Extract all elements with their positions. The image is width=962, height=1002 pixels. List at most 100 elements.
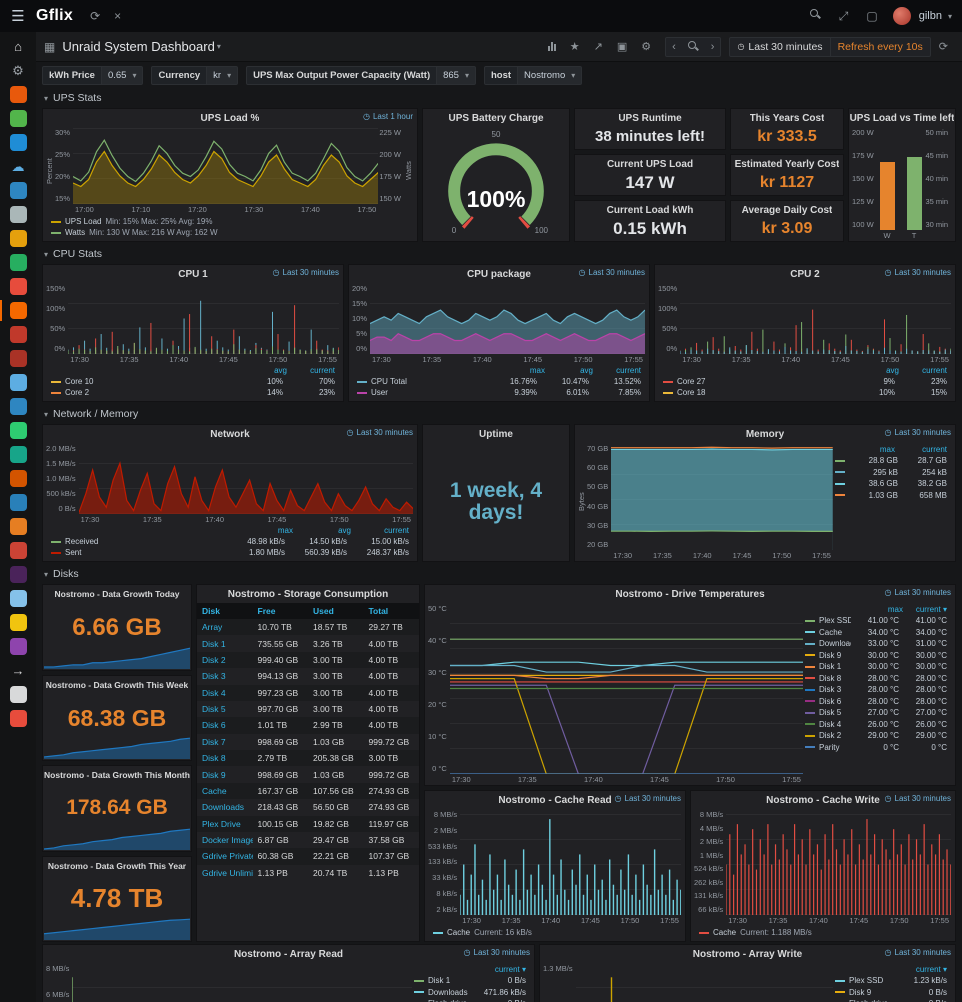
drive-temps-chart[interactable] bbox=[449, 603, 803, 774]
settings-icon[interactable]: ⚙ bbox=[641, 41, 652, 53]
dashboard-content: ▾ UPS Stats UPS Load % ◷ Last 1 hour Perce… bbox=[36, 88, 962, 1002]
refresh-interval-picker[interactable]: Refresh every 10s bbox=[829, 37, 930, 56]
sidebar-item[interactable] bbox=[0, 422, 36, 439]
row-disks[interactable]: ▾ Disks bbox=[44, 568, 79, 580]
dashboard-title[interactable]: Unraid System Dashboard bbox=[62, 39, 215, 54]
share-icon[interactable]: ↗ bbox=[593, 41, 603, 53]
sidebar-item[interactable] bbox=[0, 230, 36, 247]
panel-title[interactable]: UPS Load % bbox=[200, 112, 260, 124]
monitor-icon[interactable]: ▢ bbox=[866, 9, 878, 23]
sidebar-app-icon bbox=[9, 398, 27, 415]
hamburger-menu-icon[interactable]: ☰ bbox=[11, 8, 25, 25]
sidebar-item[interactable] bbox=[0, 374, 36, 391]
series-name[interactable]: Watts bbox=[65, 228, 86, 237]
time-range-badge: ◷ Last 30 minutes bbox=[884, 588, 951, 597]
sidebar-item[interactable]: → bbox=[0, 662, 36, 679]
sparkline bbox=[44, 643, 190, 669]
column-header[interactable]: Free bbox=[252, 603, 308, 619]
sidebar-item[interactable] bbox=[0, 134, 36, 151]
sidebar-item[interactable] bbox=[0, 350, 36, 367]
battery-gauge[interactable]: 100% 0 50 100 bbox=[431, 129, 561, 239]
panel-title[interactable]: UPS Battery Charge bbox=[448, 112, 544, 124]
row-network-memory[interactable]: ▾ Network / Memory bbox=[44, 408, 139, 420]
stat-value: 147 W bbox=[625, 173, 675, 193]
row-cpu-stats[interactable]: ▾ CPU Stats bbox=[44, 248, 103, 260]
panel-cpu-2: CPU 2 ◷ Last 30 minutes 150% 100% 50% 0% 17:… bbox=[654, 264, 956, 402]
y-axis: 150% 100% 50% 0% bbox=[658, 284, 678, 353]
sidebar-item[interactable] bbox=[0, 470, 36, 487]
panel-ups-load-vs-time-left: UPS Load vs Time left 200 W 175 W 150 W 125… bbox=[848, 108, 956, 242]
template-variable[interactable]: Currency kr ▾ bbox=[151, 65, 239, 85]
cache-read-chart[interactable] bbox=[460, 809, 681, 915]
avatar[interactable] bbox=[892, 7, 911, 25]
y-axis: 8 MB/s6 MB/s4 MB/s2 MB/s bbox=[46, 964, 70, 999]
memory-chart[interactable] bbox=[611, 443, 833, 550]
add-panel-icon[interactable] bbox=[542, 39, 562, 54]
star-icon[interactable]: ★ bbox=[569, 41, 580, 53]
y-axis-label: Watts bbox=[404, 161, 413, 181]
close-icon[interactable]: × bbox=[114, 9, 122, 23]
sidebar-item[interactable] bbox=[0, 300, 36, 321]
sidebar-item[interactable] bbox=[0, 518, 36, 535]
sidebar-item[interactable]: ⌂ bbox=[0, 38, 36, 55]
sidebar-item[interactable] bbox=[0, 494, 36, 511]
table-row: Disk 6 1.01 TB 2.99 TB 4.00 TB bbox=[197, 717, 419, 734]
save-icon[interactable]: ▣ bbox=[616, 41, 628, 53]
chevron-down-icon[interactable]: ▾ bbox=[216, 42, 221, 51]
row-ups-stats[interactable]: ▾ UPS Stats bbox=[44, 92, 102, 104]
time-range-picker[interactable]: ◷ Last 30 minutes bbox=[737, 40, 823, 53]
network-chart[interactable] bbox=[78, 443, 413, 514]
sidebar-item[interactable] bbox=[0, 686, 36, 703]
sidebar-item[interactable] bbox=[0, 86, 36, 103]
cpu2-chart[interactable] bbox=[680, 283, 951, 354]
column-header[interactable]: Disk bbox=[197, 603, 253, 619]
brand-title[interactable]: Gflix bbox=[36, 7, 74, 24]
sidebar-item[interactable] bbox=[0, 638, 36, 655]
sidebar-item[interactable] bbox=[0, 398, 36, 415]
y-axis-right: 50 min 45 min 40 min 35 min 30 min bbox=[925, 128, 948, 229]
template-variable[interactable]: host Nostromo ▾ bbox=[483, 65, 583, 85]
cpu1-chart[interactable] bbox=[68, 283, 339, 354]
sidebar-item[interactable]: ☁ bbox=[0, 158, 36, 175]
sidebar-item[interactable] bbox=[0, 446, 36, 463]
chevron-down-icon: ▾ bbox=[44, 409, 49, 419]
sidebar-item[interactable] bbox=[0, 710, 36, 727]
sidebar-app-icon bbox=[9, 614, 27, 631]
sidebar-item[interactable] bbox=[0, 590, 36, 607]
sidebar-item[interactable] bbox=[0, 566, 36, 583]
column-header[interactable]: Used bbox=[308, 603, 364, 619]
refresh-icon[interactable]: ⟳ bbox=[90, 9, 101, 23]
fullscreen-icon[interactable]: ⤢ bbox=[838, 8, 849, 23]
sidebar-item[interactable] bbox=[0, 542, 36, 559]
sidebar-app-icon bbox=[9, 446, 27, 463]
sidebar-item[interactable] bbox=[0, 206, 36, 223]
sidebar-app-icon bbox=[9, 542, 27, 559]
template-variable[interactable]: kWh Price 0.65 ▾ bbox=[42, 65, 144, 85]
stat-value: 38 minutes left! bbox=[594, 128, 706, 146]
column-header[interactable]: Total bbox=[363, 603, 419, 619]
array-write-chart[interactable] bbox=[575, 963, 833, 1002]
cache-write-chart[interactable] bbox=[726, 809, 951, 915]
sidebar-item[interactable] bbox=[0, 278, 36, 295]
cpu-package-chart[interactable] bbox=[370, 283, 645, 354]
sidebar-item[interactable] bbox=[0, 182, 36, 199]
chevron-down-icon: ▾ bbox=[44, 249, 49, 259]
series-name[interactable]: UPS Load bbox=[65, 217, 102, 226]
time-back-icon[interactable]: ‹ bbox=[672, 40, 676, 53]
table-row: Cache 167.37 GB 107.56 GB 274.93 GB bbox=[197, 782, 419, 800]
ups-load-chart[interactable] bbox=[73, 127, 379, 204]
refresh-dashboard-icon[interactable]: ⟳ bbox=[938, 41, 948, 53]
sidebar-item[interactable] bbox=[0, 110, 36, 127]
sidebar-item[interactable] bbox=[0, 614, 36, 631]
sidebar-item[interactable] bbox=[0, 254, 36, 271]
zoom-out-icon[interactable] bbox=[682, 38, 705, 55]
time-forward-icon[interactable]: › bbox=[710, 40, 715, 53]
y-axis: 8 MB/s 2 MB/s 533 kB/s 133 kB/s 33 kB/s 8 kB/… bbox=[428, 810, 458, 914]
sidebar-item[interactable]: ⚙ bbox=[0, 62, 36, 79]
username[interactable]: gilbn bbox=[918, 10, 942, 22]
search-icon[interactable] bbox=[803, 9, 828, 23]
sidebar-item[interactable] bbox=[0, 326, 36, 343]
template-variable[interactable]: UPS Max Output Power Capacity (Watt) 865… bbox=[246, 65, 476, 85]
array-read-chart[interactable] bbox=[72, 963, 412, 1002]
